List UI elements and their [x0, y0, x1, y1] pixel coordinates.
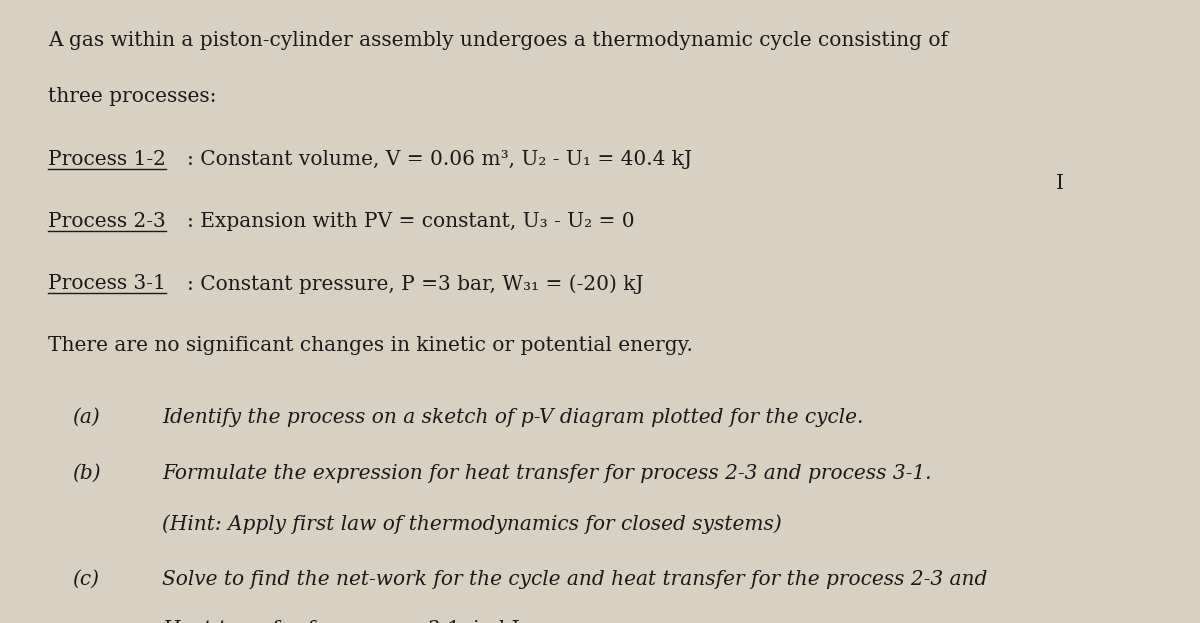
Text: Process 1-2: Process 1-2 — [48, 150, 166, 168]
Text: There are no significant changes in kinetic or potential energy.: There are no significant changes in kine… — [48, 336, 692, 355]
Text: Heat transfer for process 3-1, in kJ: Heat transfer for process 3-1, in kJ — [162, 620, 518, 623]
Text: Solve to find the net-work for the cycle and heat transfer for the process 2-3 a: Solve to find the net-work for the cycle… — [162, 570, 988, 589]
Text: A gas within a piston-cylinder assembly undergoes a thermodynamic cycle consisti: A gas within a piston-cylinder assembly … — [48, 31, 948, 50]
Text: (b): (b) — [72, 464, 101, 483]
Text: Identify the process on a sketch of p-V diagram plotted for the cycle.: Identify the process on a sketch of p-V … — [162, 408, 863, 427]
Text: (a): (a) — [72, 408, 100, 427]
Text: : Expansion with PV = constant, U₃ - U₂ = 0: : Expansion with PV = constant, U₃ - U₂ … — [187, 212, 635, 231]
Text: three processes:: three processes: — [48, 87, 216, 106]
Text: I: I — [1056, 174, 1064, 193]
Text: Formulate the expression for heat transfer for process 2-3 and process 3-1.: Formulate the expression for heat transf… — [162, 464, 931, 483]
Text: Process 3-1: Process 3-1 — [48, 274, 166, 293]
Text: : Constant pressure, P =3 bar, W₃₁ = (-20) kJ: : Constant pressure, P =3 bar, W₃₁ = (-2… — [187, 274, 643, 294]
Text: : Constant volume, V = 0.06 m³, U₂ - U₁ = 40.4 kJ: : Constant volume, V = 0.06 m³, U₂ - U₁ … — [187, 150, 692, 168]
Text: (c): (c) — [72, 570, 98, 589]
Text: (Hint: Apply first law of thermodynamics for closed systems): (Hint: Apply first law of thermodynamics… — [162, 514, 781, 534]
Text: Process 2-3: Process 2-3 — [48, 212, 166, 231]
